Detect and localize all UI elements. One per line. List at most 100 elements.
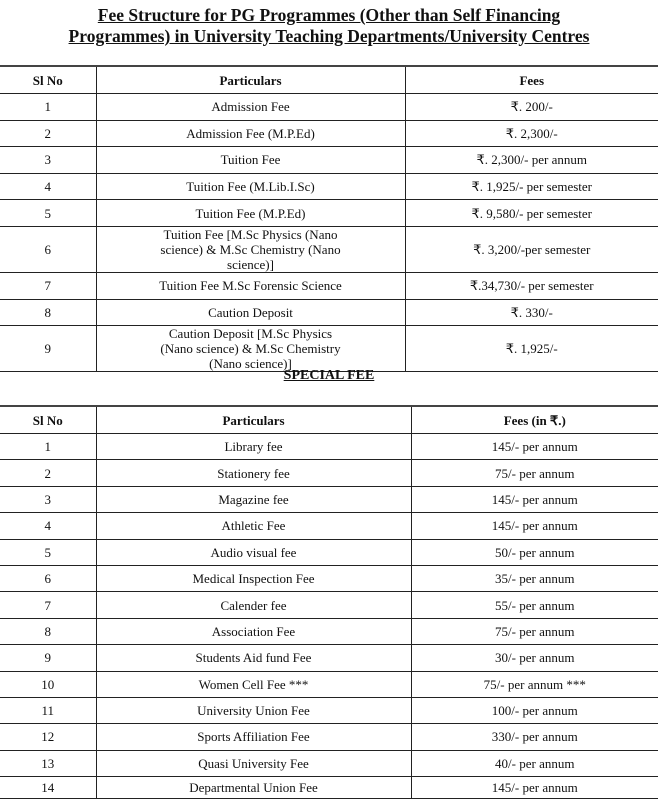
table-row: 13 Quasi University Fee 40/- per annum (0, 749, 658, 778)
table-row: 1 Admission Fee ₹. 200/- (0, 93, 658, 121)
header-fees: Fees (404, 65, 658, 94)
table-row: 4 Athletic Fee 145/- per annum (0, 512, 658, 540)
particulars-cell: Admission Fee (95, 93, 406, 121)
fee-cell: ₹. 2,300/- per annum (404, 146, 658, 174)
particulars-cell: Tuition Fee M.Sc Forensic Science (95, 271, 406, 300)
table-row: 11 University Union Fee 100/- per annum (0, 696, 658, 725)
table-row: 4 Tuition Fee (M.Lib.I.Sc) ₹. 1,925/- per … (0, 172, 658, 201)
table-row: 12 Sports Affiliation Fee 330/- per annum (0, 723, 658, 751)
header-particulars: Particulars (95, 65, 406, 94)
fee-cell: 100/- per annum (410, 696, 658, 725)
fee-cell: 145/- per annum (410, 485, 658, 514)
table-row: 8 Association Fee 75/- per annum (0, 617, 658, 646)
title-line-2: Programmes) in University Teaching Depar… (68, 26, 590, 46)
table-row: 3 Tuition Fee ₹. 2,300/- per annum (0, 146, 658, 174)
fee-cell: 75/- per annum (410, 617, 658, 646)
sl-no-cell: 14 (0, 776, 97, 799)
sl-no-cell: 9 (0, 644, 97, 672)
fee-cell: ₹. 330/- (404, 298, 658, 327)
sl-no-cell: 11 (0, 696, 97, 725)
fee-cell: 55/- per annum (410, 591, 658, 619)
fee-cell: 40/- per annum (410, 749, 658, 778)
sl-no-cell: 5 (0, 538, 97, 566)
particulars-cell: Tuition Fee (M.Lib.I.Sc) (95, 172, 406, 201)
fee-cell: 30/- per annum (410, 644, 658, 672)
header-sl-no: Sl No (0, 405, 97, 434)
sl-no-cell: 4 (0, 172, 97, 201)
table-row: 6 Tuition Fee [M.Sc Physics (Nano science… (0, 225, 658, 273)
sl-no-cell: 5 (0, 199, 97, 227)
table-row: 7 Calender fee 55/- per annum (0, 591, 658, 619)
sl-no-cell: 2 (0, 459, 97, 487)
particulars-cell: Audio visual fee (95, 538, 412, 566)
sl-no-cell: 3 (0, 485, 97, 514)
table-row: 5 Audio visual fee 50/- per annum (0, 538, 658, 566)
particulars-cell: Caution Deposit (95, 298, 406, 327)
fee-cell: ₹. 1,925/- per semester (404, 172, 658, 201)
particulars-cell: Quasi University Fee (95, 749, 412, 778)
fee-cell: ₹. 200/- (404, 93, 658, 121)
particulars-cell: Magazine fee (95, 485, 412, 514)
fee-cell: ₹.34,730/- per semester (404, 271, 658, 300)
sl-no-cell: 10 (0, 670, 97, 698)
particulars-cell: Women Cell Fee *** (95, 670, 412, 698)
fee-cell: ₹. 9,580/- per semester (404, 199, 658, 227)
table-row: 6 Medical Inspection Fee 35/- per annum (0, 564, 658, 593)
header-particulars: Particulars (95, 405, 412, 434)
table-row: 1 Library fee 145/- per annum (0, 432, 658, 461)
special-fee-heading: SPECIAL FEE (283, 368, 375, 383)
particulars-cell: Medical Inspection Fee (95, 564, 412, 593)
document-title: Fee Structure for PG Programmes (Other t… (0, 5, 658, 47)
sl-no-cell: 1 (0, 432, 97, 461)
table-row: 2 Admission Fee (M.P.Ed) ₹. 2,300/- (0, 119, 658, 148)
sl-no-cell: 6 (0, 564, 97, 593)
sl-no-cell: 3 (0, 146, 97, 174)
fee-cell: 145/- per annum (410, 512, 658, 540)
particulars-cell: Students Aid fund Fee (95, 644, 412, 672)
table-row: 8 Caution Deposit ₹. 330/- (0, 298, 658, 327)
header-sl-no: Sl No (0, 65, 97, 94)
sl-no-cell: 12 (0, 723, 97, 751)
particulars-cell: University Union Fee (95, 696, 412, 725)
table-row: 9 Students Aid fund Fee 30/- per annum (0, 644, 658, 672)
sl-no-cell: 8 (0, 617, 97, 646)
table-row: 7 Tuition Fee M.Sc Forensic Science ₹.34,7… (0, 271, 658, 300)
sl-no-cell: 7 (0, 271, 97, 300)
particulars-cell: Tuition Fee (95, 146, 406, 174)
sl-no-cell: 13 (0, 749, 97, 778)
fee-cell: 75/- per annum *** (410, 670, 658, 698)
fee-cell: ₹. 2,300/- (404, 119, 658, 148)
header-fees: Fees (in ₹.) (410, 405, 658, 434)
fee-cell: ₹. 1,925/- (404, 325, 658, 373)
particulars-cell: Caution Deposit [M.Sc Physics (Nano scie… (95, 325, 406, 373)
fee-cell: 50/- per annum (410, 538, 658, 566)
fee-cell: 145/- per annum (410, 432, 658, 461)
table-row: 10 Women Cell Fee *** 75/- per annum *** (0, 670, 658, 698)
particulars-cell: Stationery fee (95, 459, 412, 487)
particulars-cell: Admission Fee (M.P.Ed) (95, 119, 406, 148)
pg-fee-table: Sl No Particulars Fees 1 Admission Fee ₹. … (0, 65, 658, 373)
fee-cell: 75/- per annum (410, 459, 658, 487)
table-row: 9 Caution Deposit [M.Sc Physics (Nano sci… (0, 325, 658, 373)
sl-no-cell: 6 (0, 225, 97, 273)
sl-no-cell: 8 (0, 298, 97, 327)
particulars-cell: Library fee (95, 432, 412, 461)
particulars-cell: Tuition Fee [M.Sc Physics (Nano science)… (95, 225, 406, 273)
sl-no-cell: 2 (0, 119, 97, 148)
particulars-cell: Association Fee (95, 617, 412, 646)
table-row: 5 Tuition Fee (M.P.Ed) ₹. 9,580/- per seme… (0, 199, 658, 227)
particulars-cell: Tuition Fee (M.P.Ed) (95, 199, 406, 227)
table-header-row: Sl No Particulars Fees (in ₹.) (0, 405, 658, 434)
title-line-1: Fee Structure for PG Programmes (Other t… (97, 5, 561, 25)
sl-no-cell: 4 (0, 512, 97, 540)
particulars-cell: Athletic Fee (95, 512, 412, 540)
table-row: 2 Stationery fee 75/- per annum (0, 459, 658, 487)
sl-no-cell: 7 (0, 591, 97, 619)
particulars-cell: Sports Affiliation Fee (95, 723, 412, 751)
particulars-cell: Calender fee (95, 591, 412, 619)
fee-cell: 35/- per annum (410, 564, 658, 593)
table-header-row: Sl No Particulars Fees (0, 65, 658, 94)
special-fee-table: Sl No Particulars Fees (in ₹.) 1 Library … (0, 405, 658, 799)
table-row: 3 Magazine fee 145/- per annum (0, 485, 658, 514)
particulars-cell: Departmental Union Fee (95, 776, 412, 799)
